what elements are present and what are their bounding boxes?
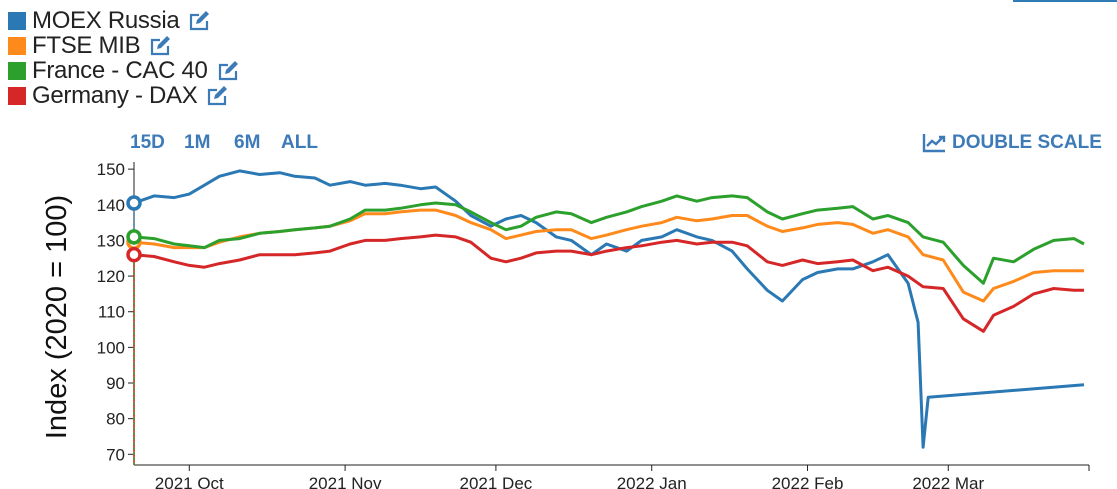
range-15d-button[interactable]: 15D — [130, 132, 165, 153]
start-marker[interactable] — [126, 229, 142, 245]
x-tick-label: 2022 Mar — [912, 474, 984, 489]
legend-item-cac40[interactable]: France - CAC 40 — [8, 56, 240, 84]
start-marker[interactable] — [126, 195, 142, 211]
top-accent-bar — [1013, 0, 1117, 2]
legend-item-moex[interactable]: MOEX Russia — [8, 6, 240, 34]
legend-label: France - CAC 40 — [32, 56, 208, 84]
series-line-0 — [133, 169, 1085, 449]
x-tick-label: 2022 Jan — [617, 474, 687, 489]
legend-item-dax[interactable]: Germany - DAX — [8, 81, 240, 109]
y-tick-label: 140 — [97, 196, 125, 215]
start-marker[interactable] — [126, 246, 142, 263]
legend-label: FTSE MIB — [32, 31, 141, 59]
y-tick-label: 110 — [98, 303, 125, 322]
edit-icon[interactable] — [216, 59, 240, 83]
legend-swatch — [8, 86, 26, 105]
range-all-button[interactable]: ALL — [281, 132, 318, 153]
edit-icon[interactable] — [148, 34, 172, 58]
y-tick-label: 70 — [106, 445, 125, 464]
x-tick-label: 2022 Feb — [772, 474, 844, 489]
x-tick-label: 2021 Nov — [309, 474, 382, 489]
legend-swatch — [8, 61, 26, 80]
x-tick-label: 2021 Oct — [155, 474, 224, 489]
legend-label: MOEX Russia — [32, 6, 180, 34]
y-tick-label: 80 — [106, 410, 125, 429]
y-tick-label: 90 — [106, 374, 125, 393]
y-tick-label: 150 — [97, 160, 125, 179]
y-tick-label: 130 — [97, 231, 125, 250]
legend-swatch — [8, 36, 26, 55]
y-tick-label: 100 — [97, 338, 125, 357]
y-tick-label: 120 — [97, 267, 125, 286]
legend-swatch — [8, 11, 26, 30]
start-markers — [126, 195, 142, 465]
edit-icon[interactable] — [205, 84, 229, 108]
range-1m-button[interactable]: 1M — [184, 132, 211, 153]
x-tick-label: 2021 Dec — [460, 474, 533, 489]
series-line-3 — [133, 233, 1084, 333]
y-axis-label: Index (2020 = 100) — [41, 195, 73, 439]
double-scale-button[interactable]: DOUBLE SCALE — [922, 132, 1102, 154]
legend: MOEX Russia FTSE MIB France - CAC 40 Ger… — [8, 6, 240, 109]
series-line-2 — [133, 194, 1085, 285]
x-axis: 2021 Oct 2021 Nov 2021 Dec 2022 Jan 2022 Feb… — [134, 464, 1090, 489]
double-scale-label: DOUBLE SCALE — [952, 132, 1102, 153]
legend-label: Germany - DAX — [32, 81, 198, 109]
series-layer — [133, 169, 1085, 449]
edit-icon[interactable] — [187, 9, 211, 33]
line-chart-icon — [922, 134, 946, 153]
range-6m-button[interactable]: 6M — [234, 132, 261, 153]
legend-item-ftse[interactable]: FTSE MIB — [8, 31, 240, 59]
